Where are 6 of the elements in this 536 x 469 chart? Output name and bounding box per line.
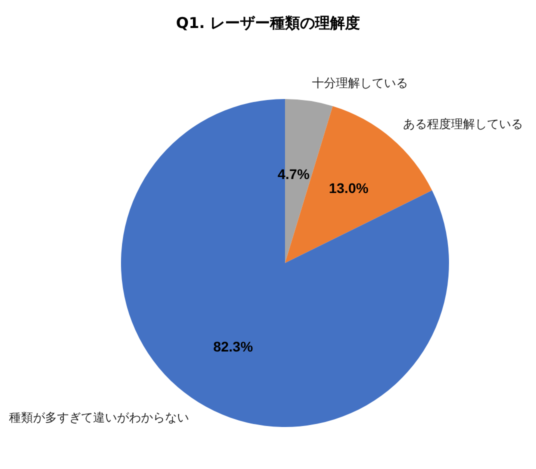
slice-label: 十分理解している bbox=[312, 76, 408, 90]
slice-label: 種類が多すぎて違いがわからない bbox=[8, 410, 189, 425]
data-label: 13.0% bbox=[328, 180, 370, 196]
slice-label: ある程度理解している bbox=[402, 117, 523, 132]
chart-title: Q1. レーザー種類の理解度 bbox=[174, 13, 362, 34]
data-label: 82.3% bbox=[213, 338, 254, 355]
